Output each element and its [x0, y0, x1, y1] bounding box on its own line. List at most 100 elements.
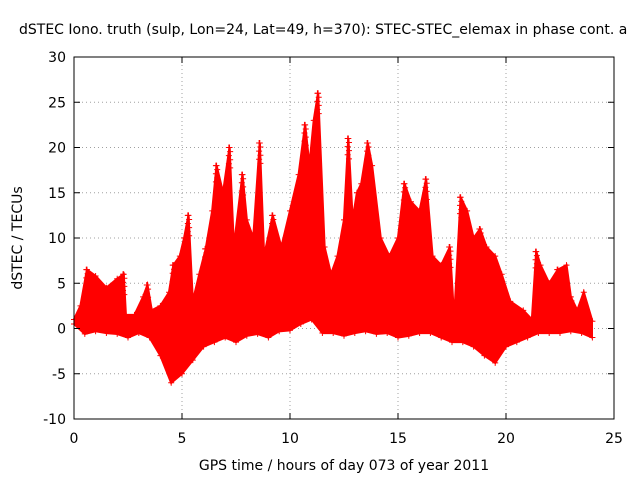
data-point-marker — [364, 156, 371, 163]
data-point-marker — [483, 244, 490, 251]
data-point-marker — [532, 256, 539, 263]
data-point-marker — [344, 151, 351, 158]
data-point-marker — [365, 160, 372, 167]
data-point-marker — [535, 330, 542, 337]
data-point-marker — [365, 152, 372, 159]
data-point-marker — [225, 144, 232, 151]
data-point-marker — [114, 275, 121, 282]
data-point-marker — [555, 287, 562, 294]
data-point-marker — [240, 175, 247, 182]
data-point-marker — [395, 334, 401, 341]
data-point-marker — [120, 287, 127, 294]
data-point-marker — [202, 254, 209, 261]
data-point-marker — [203, 258, 210, 265]
data-point-marker — [580, 289, 587, 296]
data-point-marker — [344, 143, 351, 150]
data-point-marker — [377, 235, 384, 241]
data-point-marker — [301, 121, 308, 128]
data-point-marker — [321, 244, 328, 251]
data-point-marker — [589, 318, 596, 325]
data-point-marker — [319, 330, 326, 337]
data-point-marker — [269, 220, 276, 227]
data-point-marker — [470, 235, 477, 241]
data-point-marker — [287, 327, 293, 334]
x-tick-label: 5 — [178, 431, 187, 447]
data-point-marker — [171, 282, 178, 289]
data-point-marker — [84, 270, 91, 277]
data-point-marker — [230, 244, 237, 251]
data-point-marker — [345, 139, 352, 146]
data-point-marker — [145, 286, 152, 293]
data-point-marker — [459, 339, 466, 346]
data-point-marker — [546, 330, 553, 337]
data-point-marker — [407, 198, 414, 205]
data-point-marker — [83, 266, 90, 273]
data-point-marker — [211, 339, 218, 346]
data-point-marker — [456, 194, 463, 201]
data-point-marker — [145, 294, 152, 301]
data-point-marker — [135, 330, 142, 337]
data-point-marker — [532, 248, 539, 255]
data-point-marker — [310, 117, 317, 124]
data-point-marker — [400, 196, 407, 203]
data-point-marker — [145, 302, 152, 309]
data-point-marker — [146, 334, 153, 341]
data-point-marker — [402, 201, 409, 208]
data-point-marker — [524, 334, 531, 341]
data-point-marker — [422, 192, 429, 199]
data-point-marker — [567, 328, 574, 335]
data-point-marker — [200, 343, 207, 350]
data-point-marker — [181, 235, 188, 241]
data-point-marker — [257, 152, 264, 159]
y-tick-label: 30 — [48, 50, 66, 66]
data-point-marker — [270, 216, 277, 223]
data-point-marker — [265, 334, 272, 341]
data-point-marker — [341, 216, 347, 223]
data-point-marker — [315, 102, 322, 109]
data-point-marker — [103, 330, 110, 337]
data-point-marker — [169, 262, 176, 269]
data-point-marker — [351, 330, 358, 337]
data-point-marker — [567, 301, 574, 308]
data-point-marker — [261, 253, 268, 260]
y-axis-title: dSTEC / TECUs — [10, 186, 26, 289]
y-tick-label: -5 — [52, 367, 66, 383]
data-point-marker — [184, 212, 191, 219]
data-point-marker — [92, 273, 99, 280]
data-point-marker — [447, 264, 454, 271]
data-point-marker — [295, 171, 302, 178]
data-point-marker — [120, 279, 127, 286]
data-point-marker — [301, 138, 308, 145]
data-point-marker — [189, 357, 196, 364]
data-point-marker — [447, 248, 454, 255]
data-point-marker — [122, 311, 129, 318]
data-point-marker — [498, 271, 505, 278]
data-point-marker — [186, 224, 193, 231]
data-point-marker — [143, 282, 150, 289]
data-point-marker — [458, 198, 465, 205]
data-point-marker — [308, 316, 315, 323]
data-point-marker — [314, 98, 321, 105]
data-point-marker — [476, 225, 483, 232]
data-point-marker — [120, 271, 127, 278]
data-point-marker — [166, 289, 173, 296]
data-point-marker — [171, 274, 178, 281]
data-point-marker — [227, 156, 234, 163]
data-point-marker — [243, 332, 250, 339]
data-point-marker — [256, 139, 263, 146]
data-point-marker — [456, 202, 463, 209]
data-point-marker — [554, 274, 561, 281]
data-point-marker — [554, 282, 561, 289]
data-point-marker — [209, 207, 216, 214]
data-point-marker — [314, 106, 321, 113]
data-point-marker — [103, 284, 110, 291]
data-point-marker — [269, 212, 276, 219]
data-point-marker — [169, 270, 176, 277]
data-point-marker — [186, 232, 193, 239]
data-series — [71, 90, 596, 386]
data-point-marker — [422, 184, 429, 191]
data-point-marker — [306, 162, 313, 169]
data-point-marker — [400, 180, 407, 187]
data-point-marker — [238, 171, 245, 178]
